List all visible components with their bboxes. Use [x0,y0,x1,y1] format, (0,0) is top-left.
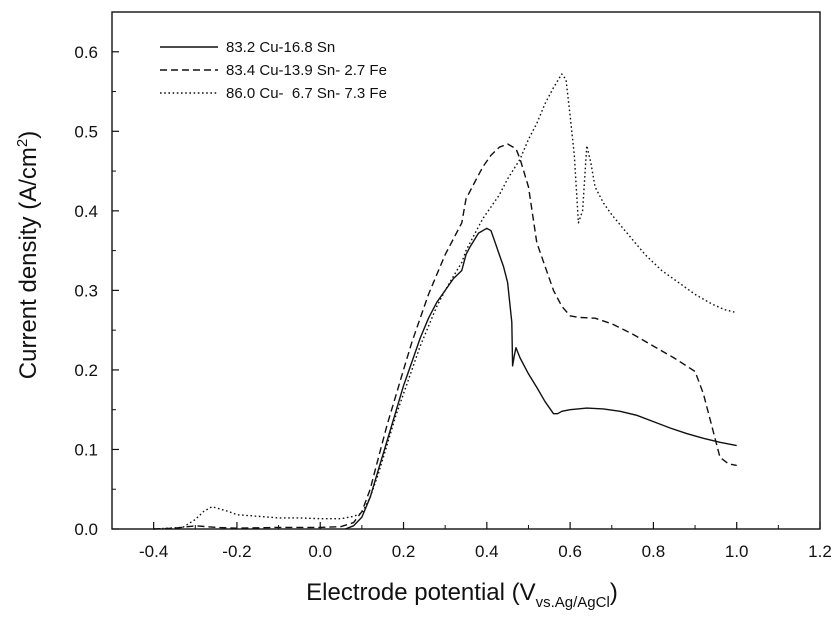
x-tick-label: -0.2 [222,542,251,561]
legend-label-3: 86.0 Cu- 6.7 Sn- 7.3 Fe [226,85,387,102]
series-line-2 [153,143,737,530]
x-tick-label: 0.2 [392,542,416,561]
y-tick-label: 0.1 [74,440,98,459]
series-layer [153,73,737,530]
legend: 83.2 Cu-16.8 Sn 83.4 Cu-13.9 Sn- 2.7 Fe 86… [160,39,387,102]
series-line-1 [344,227,737,530]
x-tick-label: 0.8 [642,542,666,561]
x-tick-label: -0.4 [139,542,168,561]
legend-label-1: 83.2 Cu-16.8 Sn [226,39,335,56]
legend-label-2: 83.4 Cu-13.9 Sn- 2.7 Fe [226,62,387,79]
y-tick-label: 0.2 [74,361,98,380]
y-tick-label: 0.5 [74,122,98,141]
plot-frame [111,11,821,530]
x-tick-label: 0.0 [308,542,332,561]
x-axis: -0.4 -0.2 0.0 0.2 0.4 0.6 0.8 1.0 1.2 [139,522,832,561]
x-tick-label: 0.6 [558,542,582,561]
y-tick-label: 0.6 [74,43,98,62]
y-tick-label: 0.4 [74,202,98,221]
y-axis: 0.0 0.1 0.2 0.3 0.4 0.5 0.6 [74,11,119,539]
x-axis-title: Electrode potential (Vvs.Ag/AgCl) [306,579,618,611]
y-tick-label: 0.3 [74,281,98,300]
y-tick-label: 0.0 [74,520,98,539]
y-axis-title: Current density (A/cm2) [14,131,42,379]
x-tick-label: 1.2 [808,542,832,561]
x-tick-label: 0.4 [475,542,499,561]
series-line-3 [153,73,737,530]
x-tick-label: 1.0 [725,542,749,561]
